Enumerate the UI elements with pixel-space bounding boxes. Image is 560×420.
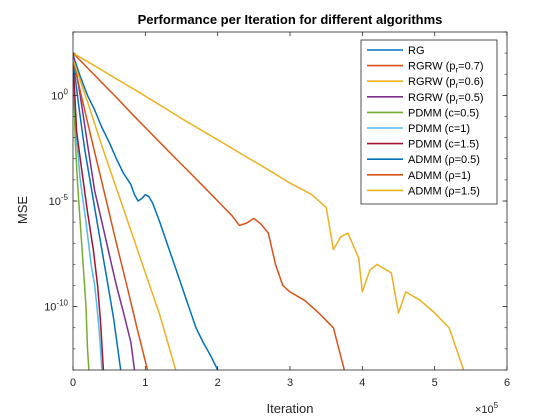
legend-label: ADMM (ρ=0.5) [408, 154, 480, 166]
x-tick-label: 4 [359, 377, 365, 389]
x-tick-label: 3 [287, 377, 293, 389]
x-tick-label: 1 [142, 377, 148, 389]
legend-label: ADMM (ρ=1) [408, 170, 471, 182]
legend-label: PDMM (c=1) [408, 123, 470, 135]
legend-label: RG [408, 45, 425, 57]
legend: RG RGRW (pr=0.7)RGRW (pr=0.6) RGRW (pr=0.5… [361, 40, 497, 204]
legend-label: PDMM (c=0.5) [408, 107, 479, 119]
y-axis-label: MSE [15, 196, 30, 225]
legend-label: PDMM (c=1.5) [408, 139, 479, 151]
legend-label: RGRW (pr=0.6) [408, 76, 484, 90]
chart-title: Performance per Iteration for different … [138, 12, 443, 27]
legend-label: ADMM (ρ=1.5) [408, 185, 480, 197]
legend-label: RGRW (pr=0.5) [408, 92, 484, 106]
x-tick-label: 5 [432, 377, 438, 389]
x-tick-label: 0 [70, 377, 76, 389]
x-axis-label: Iteration [267, 401, 314, 416]
x-tick-label: 6 [504, 377, 510, 389]
x-tick-label: 2 [215, 377, 221, 389]
legend-label: RGRW (pr=0.7) [408, 61, 484, 75]
